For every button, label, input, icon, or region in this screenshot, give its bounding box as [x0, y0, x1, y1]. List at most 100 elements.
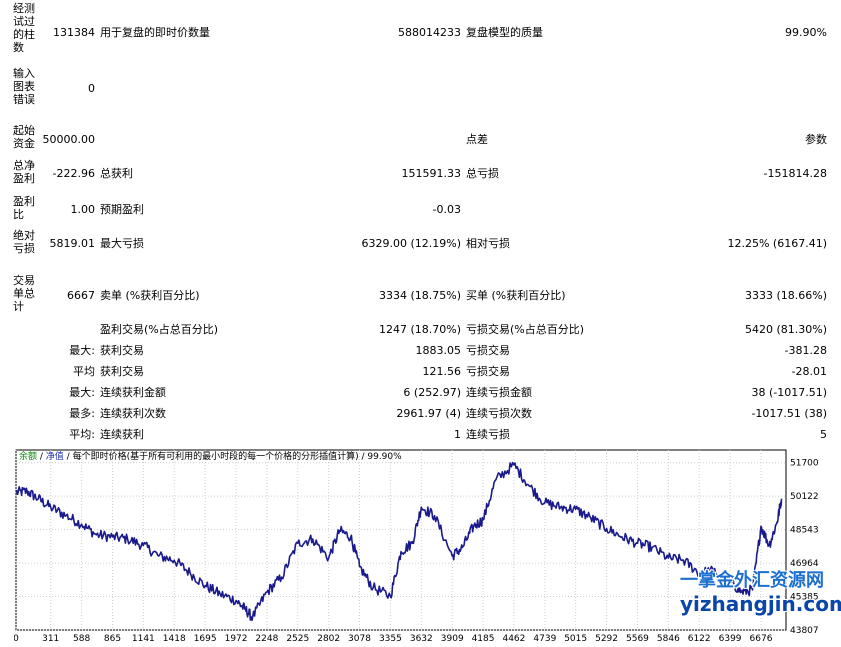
x-tick-label: 2525 — [286, 634, 309, 644]
value-bars-tested: 131384 — [53, 26, 95, 39]
x-tick-label: 311 — [42, 634, 59, 644]
caption-equity: 净值 — [45, 452, 64, 462]
value-relative-drawdown: 12.25% (6167.41) — [727, 237, 827, 250]
label-profit-factor: 盈利比 — [13, 195, 35, 221]
label-modelling-quality: 复盘模型的质量 — [466, 26, 543, 39]
y-tick-label: 43807 — [790, 626, 819, 636]
x-tick-label: 3078 — [348, 634, 371, 644]
caption-quality: 99.90% — [367, 452, 402, 462]
y-tick-label: 46964 — [790, 559, 819, 569]
label-bars-tested: 经测试过的柱数 — [13, 2, 35, 54]
value-gross-loss: -151814.28 — [763, 167, 827, 180]
balance-chart: 43807 45385 46964 48543 50122 51700 0 311 588 865… — [14, 448, 841, 647]
x-tick-label: 5292 — [595, 634, 618, 644]
x-tick-label: 6122 — [688, 634, 711, 644]
label-average-consecutive-wins: 连续获利 — [100, 428, 144, 441]
label-maximal-consecutive-profit: 连续获利次数 — [100, 407, 166, 420]
x-tick-label: 588 — [73, 634, 90, 644]
value-absolute-drawdown: 5819.01 — [49, 237, 96, 250]
value-average-profit-trade: 121.56 — [422, 365, 462, 378]
caption-separator: / — [63, 452, 73, 462]
x-tick-label: 865 — [104, 634, 121, 644]
label-expected-payoff: 预期盈利 — [100, 203, 144, 216]
balance-chart-svg: 43807 45385 46964 48543 50122 51700 0 311 588 865… — [14, 449, 819, 644]
x-tick-label: 1418 — [163, 634, 186, 644]
watermark-url: yizhangjin.com — [680, 592, 841, 616]
x-tick-label: 4739 — [533, 634, 556, 644]
label-total-trades: 交易单总计 — [13, 274, 35, 313]
label-largest-profit-trade: 获利交易 — [100, 344, 144, 357]
y-tick-label: 50122 — [790, 492, 819, 502]
value-max-consecutive-wins: 6 (252.97) — [403, 386, 461, 399]
value-max-consecutive-losses: 38 (-1017.51) — [751, 386, 827, 399]
value-gross-profit: 151591.33 — [401, 167, 462, 180]
x-tick-label: 2802 — [317, 634, 340, 644]
x-tick-label: 1972 — [225, 634, 248, 644]
x-tick-label: 3355 — [379, 634, 402, 644]
value-long-positions: 3333 (18.66%) — [744, 289, 827, 302]
y-tick-label: 51700 — [790, 459, 819, 469]
label-long-positions: 买单 (%获利百分比) — [466, 289, 566, 302]
label-average-loss-trade: 亏损交易 — [466, 365, 510, 378]
x-tick-label: 6399 — [719, 634, 742, 644]
label-total-net-profit: 总净盈利 — [13, 159, 35, 185]
x-tick-label: 1141 — [132, 634, 155, 644]
watermark-cn: 一掌金外汇资源网 — [680, 570, 824, 591]
label-average-profit-trade: 获利交易 — [100, 365, 144, 378]
label-ticks-modelled: 用于复盘的即时价数量 — [100, 26, 210, 39]
value-average-consecutive-wins: 1 — [454, 428, 461, 441]
value-ticks-modelled: 588014233 — [398, 26, 461, 39]
prefix-maximal: 最多: — [69, 407, 95, 420]
value-maximal-consecutive-loss: -1017.51 (38) — [751, 407, 827, 420]
value-expected-payoff: -0.03 — [432, 203, 461, 216]
value-profit-factor: 1.00 — [70, 203, 96, 216]
x-tick-label: 6676 — [750, 634, 773, 644]
label-maximal-consecutive-loss: 连续亏损次数 — [466, 407, 532, 420]
x-tick-label: 1695 — [194, 634, 217, 644]
balance-series-line — [15, 461, 783, 622]
x-tick-label: 0 — [14, 634, 19, 644]
prefix-largest: 最大: — [69, 344, 95, 357]
label-absolute-drawdown: 绝对亏损 — [13, 229, 35, 255]
label-largest-loss-trade: 亏损交易 — [466, 344, 510, 357]
y-tick-label: 45385 — [790, 593, 819, 603]
x-tick-label: 5569 — [626, 634, 649, 644]
y-tick-label: 48543 — [790, 526, 819, 536]
prefix-average-consecutive: 平均: — [69, 428, 95, 441]
label-mismatched-chart-errors: 输入图表错误 — [13, 67, 35, 106]
caption-balance: 余额 — [19, 452, 38, 462]
prefix-average: 平均 — [73, 365, 95, 378]
value-short-positions: 3334 (18.75%) — [378, 289, 461, 302]
x-tick-label: 5846 — [657, 634, 680, 644]
chart-caption: 余额 / 净值 / 每个即时价格(基于所有可利用的最小时段的每一个价格的分形插值… — [19, 452, 402, 463]
value-loss-trades: 5420 (81.30%) — [744, 323, 827, 336]
label-maximal-drawdown: 最大亏损 — [100, 237, 144, 250]
x-tick-label: 5015 — [564, 634, 587, 644]
label-initial-deposit: 起始资金 — [13, 124, 35, 150]
value-largest-loss-trade: -381.28 — [784, 344, 827, 357]
value-average-loss-trade: -28.01 — [791, 365, 827, 378]
value-mismatched-chart-errors: 0 — [88, 82, 95, 95]
value-profit-trades: 1247 (18.70%) — [378, 323, 461, 336]
caption-separator: / — [358, 452, 368, 462]
value-largest-profit-trade: 1883.05 — [415, 344, 462, 357]
x-tick-label: 4462 — [502, 634, 525, 644]
label-gross-profit: 总获利 — [100, 167, 133, 180]
caption-separator: / — [37, 452, 46, 462]
value-maximal-drawdown: 6329.00 (12.19%) — [361, 237, 461, 250]
x-tick-label: 3909 — [441, 634, 464, 644]
value-maximal-consecutive-profit: 2961.97 (4) — [396, 407, 461, 420]
label-spread: 点差 — [466, 133, 488, 146]
value-modelling-quality: 99.90% — [785, 26, 827, 39]
value-initial-deposit: 50000.00 — [42, 133, 96, 146]
value-spread: 参数 — [805, 133, 827, 146]
label-average-consecutive-losses: 连续亏损 — [466, 428, 510, 441]
caption-description: 每个即时价格(基于所有可利用的最小时段的每一个价格的分形插值计算) — [72, 452, 359, 462]
x-tick-label: 3632 — [410, 634, 433, 644]
label-profit-trades: 盈利交易(%占总百分比) — [100, 323, 219, 336]
label-short-positions: 卖单 (%获利百分比) — [100, 289, 200, 302]
value-total-trades: 6667 — [67, 289, 95, 302]
label-relative-drawdown: 相对亏损 — [466, 237, 510, 250]
x-tick-label: 2248 — [255, 634, 278, 644]
value-average-consecutive-losses: 5 — [820, 428, 827, 441]
